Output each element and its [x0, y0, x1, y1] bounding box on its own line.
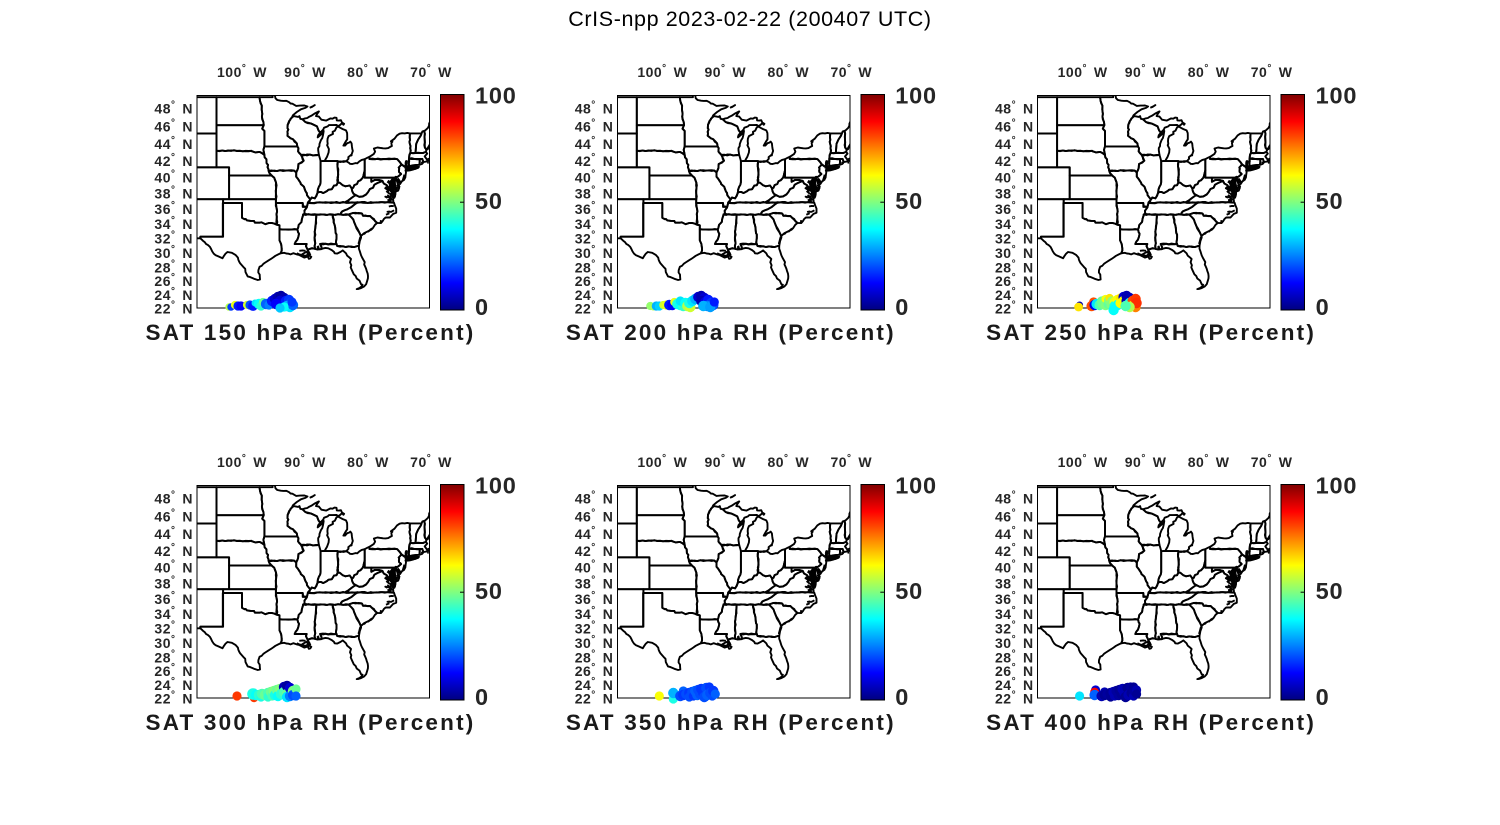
svg-text:SAT 400 hPa RH (Percent): SAT 400 hPa RH (Percent) [986, 710, 1316, 735]
svg-text:SAT 300 hPa RH (Percent): SAT 300 hPa RH (Percent) [146, 710, 476, 735]
svg-text:SAT 250 hPa RH (Percent): SAT 250 hPa RH (Percent) [986, 320, 1316, 345]
svg-text:SAT 200 hPa RH (Percent): SAT 200 hPa RH (Percent) [566, 320, 896, 345]
svg-text:SAT 350 hPa RH (Percent): SAT 350 hPa RH (Percent) [566, 710, 896, 735]
svg-text:CrIS-npp 2023-02-22 (200407 UT: CrIS-npp 2023-02-22 (200407 UTC) [568, 7, 931, 31]
svg-text:SAT 150 hPa RH (Percent): SAT 150 hPa RH (Percent) [146, 320, 476, 345]
